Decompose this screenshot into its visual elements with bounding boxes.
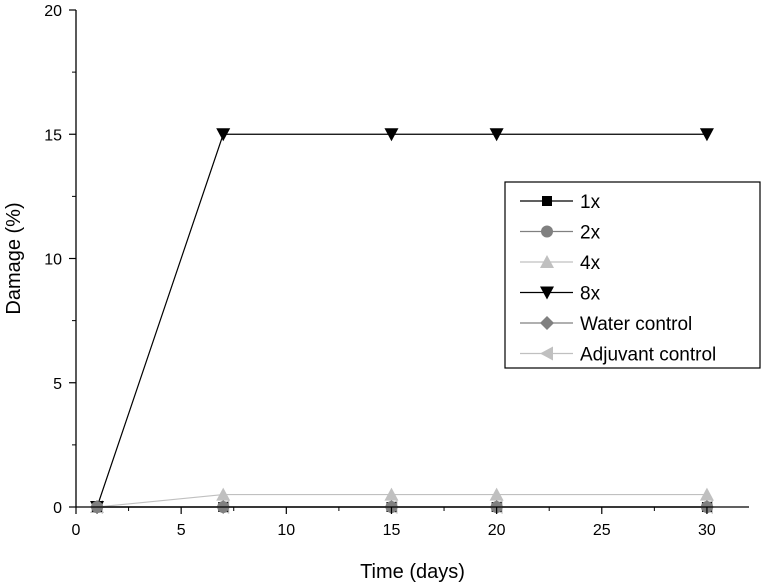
x-tick-label: 20 xyxy=(488,522,506,539)
data-point xyxy=(699,128,714,142)
data-point xyxy=(384,487,399,501)
legend-label: Water control xyxy=(580,314,692,335)
legend-label: 4x xyxy=(580,253,601,274)
data-point xyxy=(699,487,714,501)
legend-item: 1x xyxy=(520,192,601,213)
y-tick-label: 5 xyxy=(53,376,62,393)
data-point xyxy=(489,128,504,142)
legend-item: 2x xyxy=(520,223,601,244)
legend-marker xyxy=(542,196,552,206)
x-axis-title: Time (days) xyxy=(360,561,465,583)
y-tick-label: 0 xyxy=(53,500,62,517)
x-tick-label: 5 xyxy=(177,522,186,539)
data-point xyxy=(216,128,231,142)
legend-marker xyxy=(540,255,554,268)
x-tick-label: 30 xyxy=(698,522,716,539)
y-tick-label: 20 xyxy=(44,3,62,20)
x-tick-label: 25 xyxy=(593,522,611,539)
axes: 0 5 10 15 20 25 30 0 5 10 15 20 xyxy=(44,3,749,539)
x-tick-label: 10 xyxy=(277,522,295,539)
legend: 1x 2x 4x 8x Water control Adjuvant control xyxy=(504,181,761,369)
y-tick-label: 15 xyxy=(44,127,62,144)
legend-marker xyxy=(540,316,554,330)
y-tick-label: 10 xyxy=(44,252,62,269)
series-line xyxy=(96,493,707,508)
series-8x xyxy=(90,128,714,514)
x-tick-label: 0 xyxy=(72,522,81,539)
data-point xyxy=(384,128,399,142)
y-axis-title: Damage (%) xyxy=(3,202,25,314)
legend-item: Adjuvant control xyxy=(520,345,716,366)
legend-item: 4x xyxy=(520,253,601,274)
series-4x xyxy=(90,487,714,513)
legend-label: 1x xyxy=(580,192,601,213)
legend-label: 2x xyxy=(580,223,601,244)
legend-box xyxy=(504,181,761,369)
x-tick-label: 15 xyxy=(383,522,401,539)
legend-marker xyxy=(540,346,553,361)
legend-label: 8x xyxy=(580,284,601,305)
data-point xyxy=(489,487,504,501)
legend-item: 8x xyxy=(520,284,601,305)
legend-marker xyxy=(541,225,553,238)
legend-marker xyxy=(540,286,554,300)
legend-label: Adjuvant control xyxy=(580,345,716,366)
legend-item: Water control xyxy=(520,314,692,335)
data-point xyxy=(216,487,231,501)
